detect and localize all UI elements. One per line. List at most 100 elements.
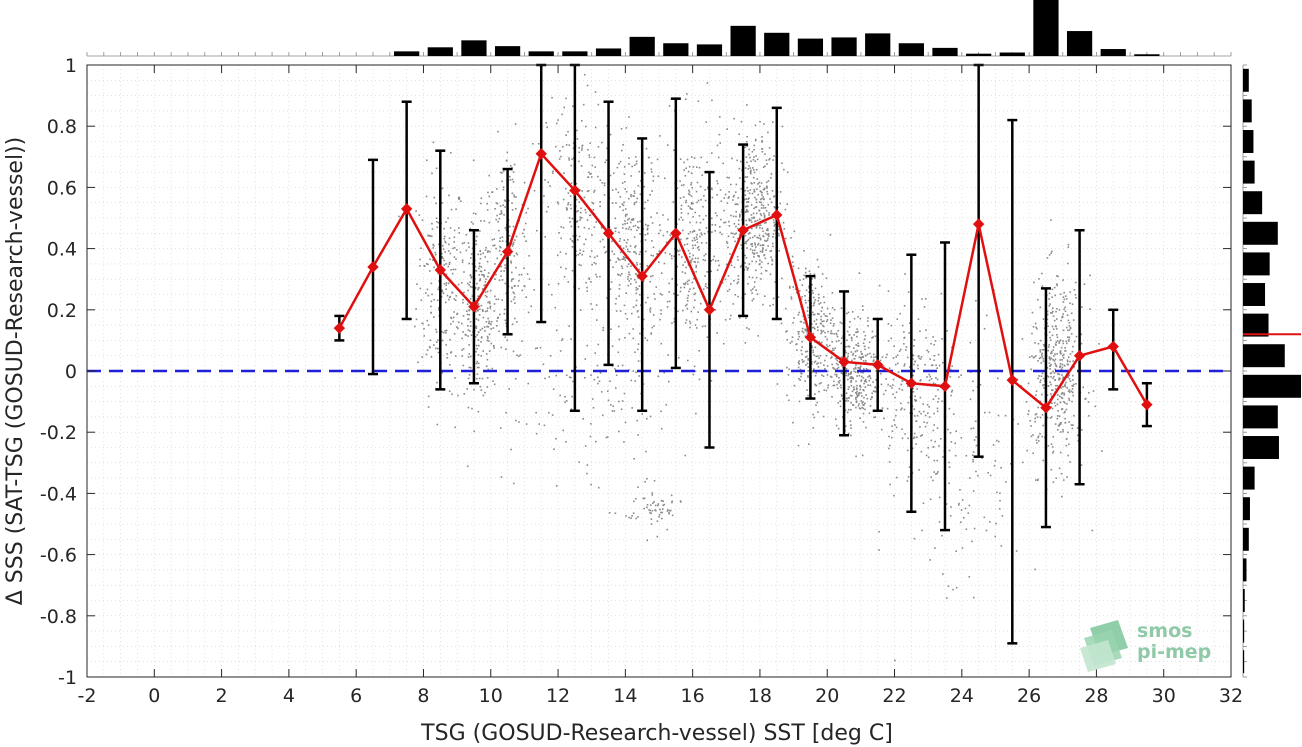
scatter-point	[476, 360, 479, 363]
scatter-point	[623, 173, 626, 175]
scatter-point	[755, 269, 757, 272]
scatter-point	[509, 165, 512, 167]
scatter-point	[745, 219, 747, 222]
scatter-point	[704, 259, 707, 262]
scatter-point	[746, 176, 749, 178]
scatter-point	[554, 306, 557, 309]
scatter-point	[447, 217, 449, 219]
scatter-point	[1004, 414, 1007, 417]
scatter-point	[746, 205, 748, 207]
scatter-point	[811, 284, 813, 286]
scatter-point	[445, 344, 447, 346]
scatter-point	[1005, 481, 1007, 483]
scatter-point	[561, 113, 563, 116]
scatter-point	[561, 338, 564, 340]
scatter-point	[588, 278, 591, 281]
scatter-point	[744, 262, 746, 264]
scatter-point	[1049, 339, 1052, 342]
scatter-point	[693, 260, 696, 263]
scatter-point	[797, 361, 800, 364]
scatter-point	[820, 315, 822, 318]
scatter-point	[761, 141, 763, 143]
scatter-point	[1054, 388, 1057, 390]
scatter-point	[751, 299, 754, 302]
scatter-point	[901, 428, 903, 430]
scatter-point	[847, 352, 850, 355]
scatter-point	[466, 465, 469, 468]
scatter-point	[584, 209, 587, 211]
scatter-point	[811, 326, 814, 329]
scatter-point	[832, 325, 835, 327]
scatter-point	[845, 374, 847, 377]
scatter-point	[460, 281, 463, 284]
scatter-point	[849, 377, 851, 380]
scatter-point	[700, 232, 703, 235]
scatter-point	[802, 278, 805, 281]
scatter-point	[601, 182, 604, 184]
scatter-point	[736, 159, 739, 162]
scatter-point	[503, 312, 506, 315]
scatter-point	[615, 202, 617, 204]
scatter-point	[878, 549, 880, 551]
scatter-point	[800, 349, 803, 352]
scatter-point	[1048, 304, 1051, 307]
scatter-point	[862, 360, 865, 362]
scatter-point	[1077, 440, 1080, 442]
scatter-point	[543, 195, 545, 197]
scatter-point	[659, 229, 662, 232]
scatter-point	[862, 407, 865, 410]
top-hist-bar	[427, 47, 453, 56]
scatter-point	[421, 322, 424, 325]
scatter-point	[656, 520, 659, 522]
scatter-point	[469, 285, 472, 288]
scatter-point	[477, 319, 480, 321]
scatter-point	[710, 270, 713, 273]
scatter-point	[862, 377, 865, 379]
scatter-point	[1034, 322, 1037, 325]
scatter-point	[481, 327, 484, 330]
scatter-point	[852, 352, 855, 355]
scatter-point	[468, 374, 471, 376]
scatter-point	[434, 253, 437, 256]
scatter-point	[806, 333, 809, 335]
scatter-point	[754, 243, 757, 246]
scatter-point	[731, 157, 733, 160]
scatter-point	[755, 289, 758, 292]
scatter-point	[476, 235, 478, 238]
scatter-point	[660, 309, 662, 312]
scatter-point	[969, 341, 972, 344]
scatter-point	[690, 310, 693, 313]
scatter-point	[932, 446, 935, 448]
scatter-point	[730, 183, 732, 186]
scatter-point	[751, 150, 754, 153]
scatter-point	[739, 213, 741, 216]
scatter-point	[485, 365, 488, 368]
scatter-point	[723, 221, 725, 224]
scatter-point	[847, 388, 850, 391]
scatter-point	[680, 212, 683, 214]
scatter-point	[914, 395, 916, 398]
scatter-point	[661, 293, 663, 296]
x-tick-label: 8	[417, 685, 429, 707]
scatter-point	[620, 127, 623, 130]
scatter-point	[819, 355, 822, 357]
scatter-point	[661, 500, 664, 503]
scatter-point	[1066, 359, 1069, 362]
scatter-point	[819, 362, 822, 364]
scatter-point	[861, 395, 863, 397]
scatter-point	[892, 357, 895, 359]
scatter-point	[1021, 461, 1024, 464]
scatter-point	[744, 189, 747, 192]
right-hist-bar	[1243, 436, 1279, 459]
scatter-point	[760, 203, 763, 206]
scatter-point	[568, 376, 571, 379]
scatter-point	[696, 318, 699, 321]
scatter-point	[903, 363, 906, 365]
scatter-point	[831, 332, 833, 335]
scatter-point	[847, 311, 850, 314]
scatter-point	[840, 386, 842, 389]
scatter-point	[609, 174, 612, 177]
scatter-point	[903, 337, 905, 339]
scatter-point	[1052, 346, 1055, 348]
scatter-point	[567, 130, 569, 133]
